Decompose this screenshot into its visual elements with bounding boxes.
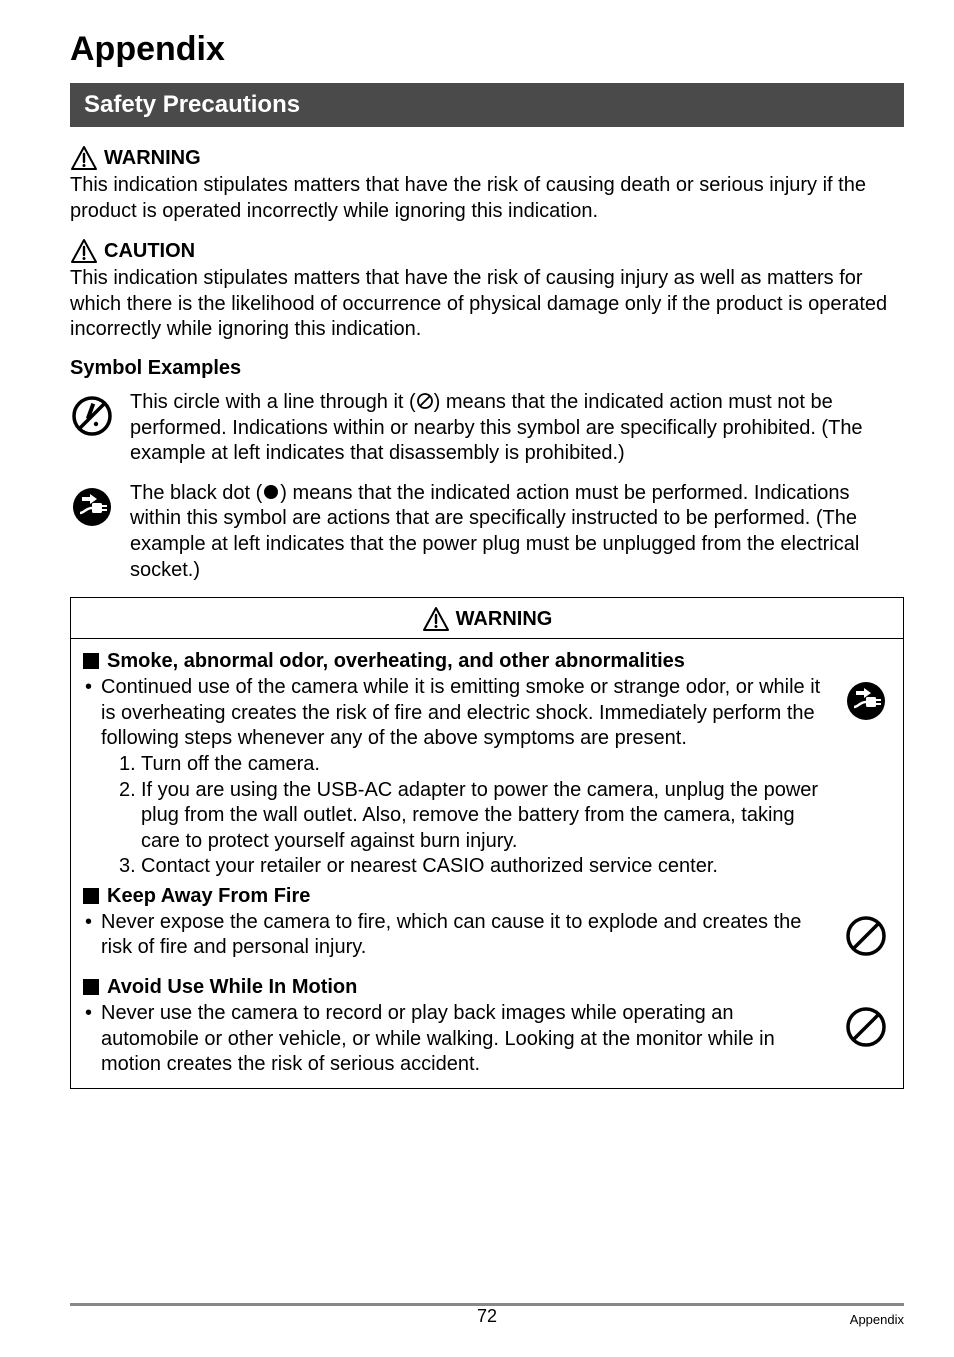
warning-section-title: Smoke, abnormal odor, overheating, and o…	[107, 649, 685, 673]
warning-section-title: Keep Away From Fire	[107, 884, 310, 908]
warning-step: If you are using the USB-AC adapter to p…	[119, 778, 831, 855]
caution-triangle-icon	[70, 238, 98, 264]
prohibit-icon	[844, 914, 888, 958]
warning-text: This indication stipulates matters that …	[70, 173, 904, 224]
warning-triangle-icon	[70, 145, 98, 171]
footer-label: Appendix	[850, 1312, 904, 1327]
warning-box-header: WARNING	[71, 598, 903, 632]
prohibit-icon	[844, 1005, 888, 1049]
symbol-text-pre: The black dot (	[130, 482, 262, 504]
symbol-examples-heading: Symbol Examples	[70, 357, 904, 380]
warning-section-heading: Smoke, abnormal odor, overheating, and o…	[83, 649, 891, 673]
unplug-icon	[70, 485, 114, 529]
warning-box-label: WARNING	[456, 608, 553, 631]
warning-triangle-icon	[422, 606, 450, 632]
warning-bullet-text: Continued use of the camera while it is …	[101, 676, 820, 749]
chapter-title: Appendix	[70, 30, 904, 69]
symbol-example-row: The black dot () means that the indicate…	[70, 481, 904, 583]
page-footer: 72 Appendix	[70, 1303, 904, 1327]
warning-label: WARNING	[104, 147, 201, 170]
prohibit-glyph-icon	[416, 392, 434, 410]
square-bullet-icon	[83, 653, 99, 669]
caution-heading: CAUTION	[70, 238, 904, 264]
warning-step: Turn off the camera.	[119, 752, 831, 778]
warning-box: WARNING Smoke, abnormal odor, overheatin…	[70, 597, 904, 1089]
warning-section-body: Never use the camera to record or play b…	[83, 1001, 891, 1078]
warning-bullet-text: Never use the camera to record or play b…	[83, 1001, 831, 1078]
warning-bullet-text: Never expose the camera to fire, which c…	[83, 910, 831, 961]
warning-heading: WARNING	[70, 145, 904, 171]
page-number: 72	[477, 1306, 497, 1327]
warning-section-heading: Keep Away From Fire	[83, 884, 891, 908]
warning-section-title: Avoid Use While In Motion	[107, 975, 357, 999]
symbol-example-text: This circle with a line through it () me…	[130, 390, 904, 467]
symbol-example-text: The black dot () means that the indicate…	[130, 481, 904, 583]
symbol-text-pre: This circle with a line through it (	[130, 391, 416, 413]
warning-section-body: Never expose the camera to fire, which c…	[83, 910, 891, 961]
square-bullet-icon	[83, 979, 99, 995]
caution-text: This indication stipulates matters that …	[70, 266, 904, 343]
warning-section-heading: Avoid Use While In Motion	[83, 975, 891, 999]
prohibit-disassembly-icon	[70, 394, 114, 438]
square-bullet-icon	[83, 888, 99, 904]
symbol-example-row: This circle with a line through it () me…	[70, 390, 904, 467]
section-bar: Safety Precautions	[70, 83, 904, 127]
warning-section-body: Continued use of the camera while it is …	[83, 675, 891, 880]
caution-label: CAUTION	[104, 240, 195, 263]
warning-step: Contact your retailer or nearest CASIO a…	[119, 854, 831, 880]
dot-glyph-icon	[262, 483, 280, 501]
unplug-icon	[844, 679, 888, 723]
